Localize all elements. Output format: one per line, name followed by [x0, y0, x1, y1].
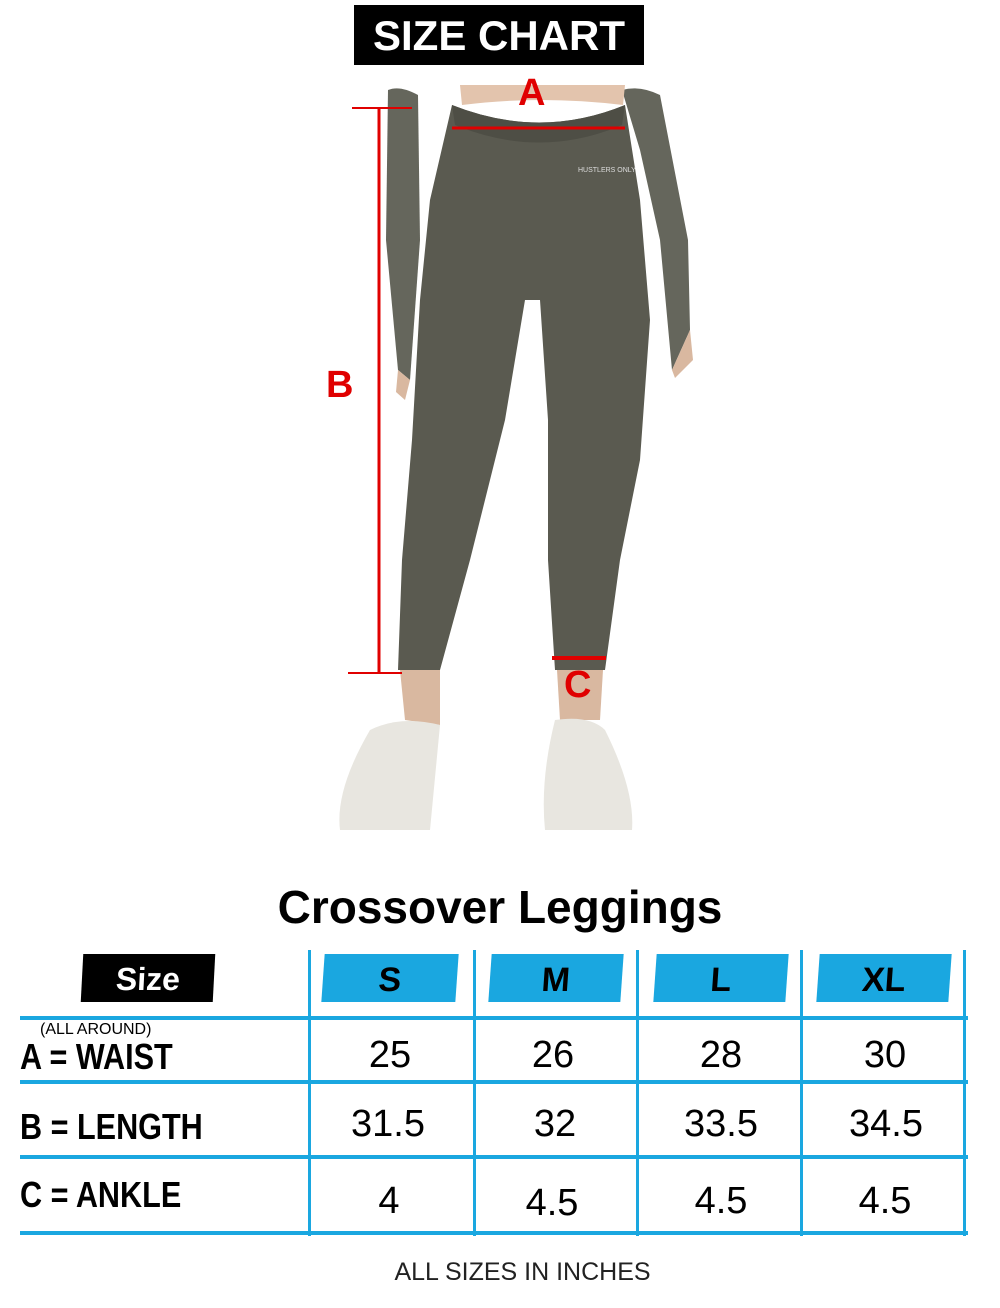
product-photo: HUSTLERS ONLY: [339, 85, 693, 830]
measure-label-c: C: [564, 664, 592, 706]
brand-print: HUSTLERS ONLY: [578, 167, 636, 174]
measure-label-b: B: [326, 364, 354, 406]
size-header: Size: [80, 954, 216, 1002]
right-shoe: [543, 718, 633, 830]
cell-length-m: 32: [533, 1103, 577, 1145]
row-label-length: B = LENGTH: [20, 1106, 203, 1147]
left-arm: [386, 88, 420, 380]
size-s-header: S: [321, 954, 459, 1002]
cell-waist-s: 25: [368, 1034, 412, 1076]
measure-label-a: A: [518, 72, 546, 114]
cell-ankle-s: 4: [378, 1180, 400, 1222]
row-label-waist: A = WAIST: [20, 1036, 173, 1077]
size-xl-header: XL: [816, 954, 952, 1002]
cell-waist-m: 26: [531, 1034, 575, 1076]
cell-waist-xl: 30: [863, 1034, 907, 1076]
cell-ankle-xl: 4.5: [858, 1180, 912, 1222]
row-label-ankle: C = ANKLE: [20, 1174, 182, 1215]
cell-length-s: 31.5: [351, 1103, 425, 1145]
leggings: [398, 105, 650, 670]
title-badge: SIZE CHART: [354, 5, 644, 65]
size-l-header: L: [653, 954, 789, 1002]
cell-ankle-l: 4.5: [694, 1180, 748, 1222]
left-shoe: [339, 721, 440, 830]
cell-ankle-m: 4.5: [525, 1182, 579, 1224]
waist-note: (ALL AROUND): [40, 1021, 152, 1038]
size-m-header: M: [488, 954, 624, 1002]
units-note: ALL SIZES IN INCHES: [394, 1258, 651, 1286]
right-arm: [622, 88, 690, 370]
product-name: Crossover Leggings: [277, 881, 723, 933]
cell-waist-l: 28: [699, 1034, 743, 1076]
cell-length-xl: 34.5: [849, 1103, 923, 1145]
cell-length-l: 33.5: [684, 1103, 758, 1145]
